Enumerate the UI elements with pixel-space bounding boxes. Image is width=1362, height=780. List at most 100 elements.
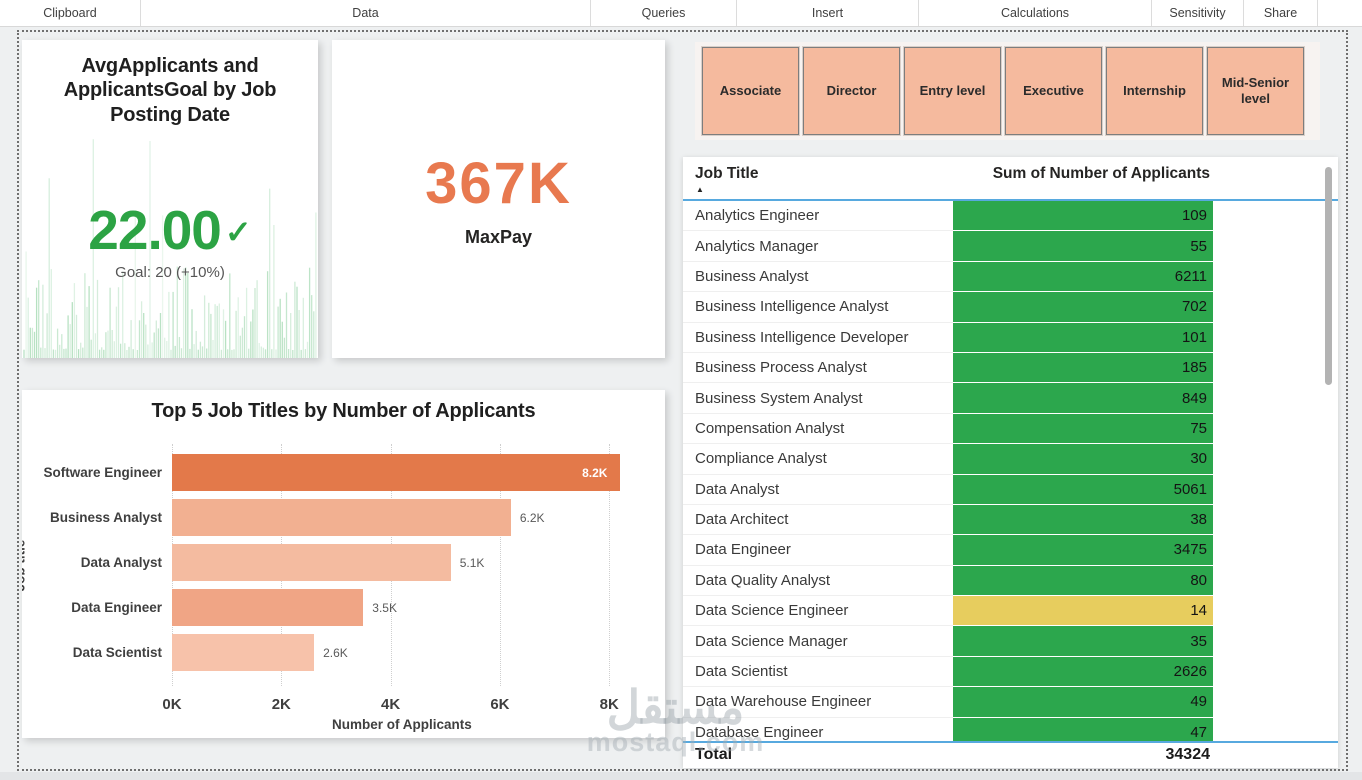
table-row[interactable]: Business Intelligence Developer 101 (683, 322, 1338, 353)
slicer-button-executive[interactable]: Executive (1004, 46, 1103, 136)
bar[interactable] (172, 634, 315, 671)
gridline-8000 (609, 444, 611, 686)
slicer-button-director[interactable]: Director (802, 46, 901, 136)
x-tick-label: 0K (162, 696, 182, 713)
job-title-cell: Analytics Engineer (683, 201, 953, 232)
bar[interactable] (172, 589, 364, 626)
job-title-cell: Compliance Analyst (683, 444, 953, 475)
applicants-value-cell: 30 (953, 444, 1213, 475)
applicants-value-cell: 14 (953, 596, 1213, 627)
x-tick-label: 8K (599, 696, 619, 713)
job-title-cell: Business Process Analyst (683, 353, 953, 384)
applicants-value-cell: 6211 (953, 261, 1213, 293)
bottom-strip (0, 772, 1362, 780)
table-row[interactable]: Data Science Manager 35 (683, 626, 1338, 657)
table-row[interactable]: Data Warehouse Engineer 49 (683, 687, 1338, 718)
bar-row-data-scientist[interactable]: Data Scientist 2.6K (22, 630, 665, 675)
table-row[interactable]: Analytics Engineer 109 (683, 201, 1338, 232)
applicants-value-cell: 849 (953, 383, 1213, 414)
job-title-cell: Data Science Engineer (683, 596, 953, 627)
table-row[interactable]: Analytics Manager 55 (683, 231, 1338, 262)
kpi-title: AvgApplicants and ApplicantsGoal by Job … (63, 55, 277, 126)
bar-row-business-analyst[interactable]: Business Analyst 6.2K (22, 495, 665, 540)
table-row[interactable]: Data Scientist 2626 (683, 656, 1338, 688)
ribbon-group-clipboard[interactable]: Clipboard (0, 0, 141, 26)
table-row[interactable]: Database Engineer 47 (683, 717, 1338, 741)
applicants-value-cell: 80 (953, 565, 1213, 597)
bar-category-label: Data Scientist (72, 645, 162, 660)
goal-met-check-icon: ✓ (224, 214, 252, 250)
ribbon-group-sensitivity[interactable]: Sensitivity (1152, 0, 1244, 26)
job-title-cell: Data Architect (683, 505, 953, 536)
total-value: 34324 (1165, 746, 1211, 763)
table-row[interactable]: Business System Analyst 849 (683, 383, 1338, 414)
table-body: Analytics Engineer 109 Analytics Manager 55… (683, 201, 1338, 741)
column-header-sum-applicants[interactable]: Sum of Number of Applicants (992, 165, 1210, 182)
maxpay-value: 367K (425, 151, 572, 216)
table-row[interactable]: Data Quality Analyst 80 (683, 565, 1338, 597)
applicants-value-cell: 75 (953, 413, 1213, 445)
ribbon-group-data[interactable]: Data (141, 0, 591, 26)
bar-category-label: Software Engineer (43, 465, 162, 480)
ribbon-group-insert[interactable]: Insert (737, 0, 919, 26)
bar-value-label: 2.6K (323, 645, 348, 660)
slicer-button-internship[interactable]: Internship (1105, 46, 1204, 136)
table-row[interactable]: Business Analyst 6211 (683, 261, 1338, 293)
table-visual-applicants[interactable]: Job Title ▲ Sum of Number of Applicants … (683, 157, 1338, 768)
kpi-visual-avg-applicants[interactable]: AvgApplicants and ApplicantsGoal by Job … (22, 40, 318, 358)
sort-ascending-icon[interactable]: ▲ (696, 185, 704, 194)
applicants-value-cell: 3475 (953, 535, 1213, 566)
ribbon-group-share[interactable]: Share (1244, 0, 1318, 26)
x-tick-label: 6K (490, 696, 510, 713)
bar[interactable] (172, 499, 511, 536)
applicants-value-cell: 101 (953, 322, 1213, 353)
table-row[interactable]: Compliance Analyst 30 (683, 444, 1338, 475)
applicants-value-cell: 702 (953, 292, 1213, 323)
job-title-cell: Data Scientist (683, 657, 953, 688)
slicer-button-entry-level[interactable]: Entry level (903, 46, 1002, 136)
applicants-value-cell: 5061 (953, 474, 1213, 505)
slicer-button-mid-senior-level[interactable]: Mid-Senior level (1206, 46, 1305, 136)
total-label: Total (695, 746, 733, 763)
x-tick-label: 4K (381, 696, 401, 713)
table-row[interactable]: Business Intelligence Analyst 702 (683, 292, 1338, 323)
bar-category-label: Data Analyst (80, 555, 162, 570)
bar[interactable] (172, 544, 451, 581)
chart-x-axis-label: Number of Applicants (332, 717, 472, 732)
job-title-cell: Business Intelligence Analyst (683, 292, 953, 323)
job-title-cell: Data Analyst (683, 475, 953, 505)
job-title-cell: Data Quality Analyst (683, 566, 953, 597)
job-title-cell: Data Science Manager (683, 626, 953, 657)
card-visual-maxpay[interactable]: 367K MaxPay (332, 40, 665, 358)
bar-chart-top5-job-titles[interactable]: Top 5 Job Titles by Number of Applicants… (22, 390, 665, 738)
seniority-slicer: Associate Director Entry level Executive Int… (695, 42, 1320, 140)
table-total-row: Total 34324 (683, 741, 1338, 766)
gridline-6000 (499, 444, 501, 686)
job-title-cell: Analytics Manager (683, 231, 953, 262)
column-header-job-title[interactable]: Job Title (695, 165, 759, 182)
bar[interactable] (172, 454, 621, 491)
chart-plot-area: Software Engineer 8.2K Business Analyst 6.2… (22, 442, 665, 692)
bar-category-label: Data Engineer (71, 600, 162, 615)
table-scrollbar-thumb[interactable] (1325, 167, 1332, 385)
table-row[interactable]: Data Analyst 5061 (683, 474, 1338, 505)
job-title-cell: Database Engineer (683, 718, 953, 741)
applicants-value-cell: 38 (953, 504, 1213, 536)
maxpay-label: MaxPay (464, 227, 533, 247)
job-title-cell: Business System Analyst (683, 383, 953, 414)
table-row[interactable]: Business Process Analyst 185 (683, 352, 1338, 384)
bar-value-label: 5.1K (459, 555, 485, 570)
bar-value-label: 3.5K (372, 600, 397, 615)
table-row[interactable]: Data Engineer 3475 (683, 535, 1338, 566)
bar-row-data-analyst[interactable]: Data Analyst 5.1K (22, 540, 665, 585)
applicants-value-cell: 2626 (953, 656, 1213, 688)
table-row[interactable]: Compensation Analyst 75 (683, 413, 1338, 445)
slicer-button-associate[interactable]: Associate (701, 46, 800, 136)
table-row[interactable]: Data Architect 38 (683, 504, 1338, 536)
ribbon-group-queries[interactable]: Queries (591, 0, 737, 26)
ribbon-group-calculations[interactable]: Calculations (919, 0, 1152, 26)
bar-category-label: Business Analyst (49, 510, 162, 525)
table-row[interactable]: Data Science Engineer 14 (683, 596, 1338, 627)
bar-row-data-engineer[interactable]: Data Engineer 3.5K (22, 585, 665, 630)
bar-row-software-engineer[interactable]: Software Engineer 8.2K (22, 450, 665, 495)
